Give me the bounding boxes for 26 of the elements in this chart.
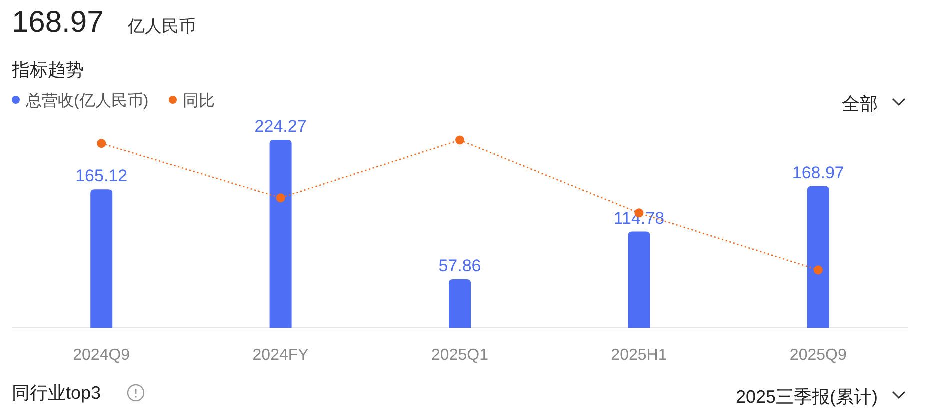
bar <box>628 232 650 328</box>
legend-label: 总营收(亿人民币) <box>25 92 149 110</box>
text: 全部 <box>842 94 878 114</box>
bar <box>90 190 113 328</box>
x-tick-label: 2025Q9 <box>790 347 847 364</box>
text: 亿人民币 <box>127 17 196 36</box>
data-label: 224.27 <box>254 117 307 136</box>
data-label: 165.12 <box>76 166 128 186</box>
text: 同行业top3 <box>12 383 102 403</box>
bar <box>807 186 830 328</box>
x-tick-label: 2025H1 <box>611 347 668 364</box>
bar <box>270 140 292 328</box>
text: 168.97 <box>12 6 104 39</box>
chart-title: 指标趋势 <box>11 60 84 80</box>
text: 2025三季报(累计) <box>736 387 878 407</box>
bar <box>449 279 471 328</box>
data-label: 57.86 <box>438 256 482 276</box>
point <box>456 136 464 145</box>
point <box>814 266 823 275</box>
point <box>97 139 106 148</box>
x-tick-label: 2024FY <box>252 347 310 364</box>
point <box>276 194 286 203</box>
data-label: 168.97 <box>792 163 844 182</box>
x-tick-label: 2025Q1 <box>432 347 489 364</box>
x-tick-label: 2024Q9 <box>73 347 130 364</box>
legend-label: 同比 <box>183 92 215 110</box>
